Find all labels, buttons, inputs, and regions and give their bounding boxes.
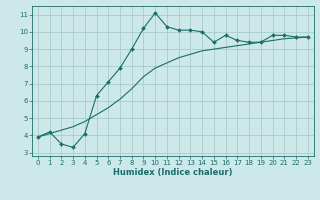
X-axis label: Humidex (Indice chaleur): Humidex (Indice chaleur) <box>113 168 233 177</box>
